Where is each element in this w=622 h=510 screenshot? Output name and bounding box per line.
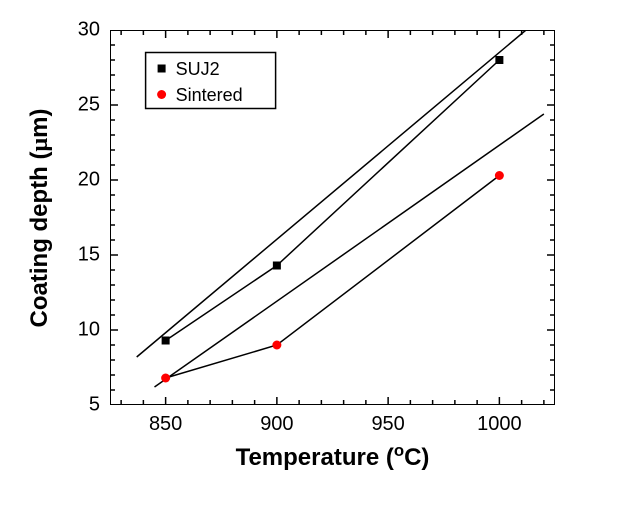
x-tick-label: 1000 (477, 413, 522, 436)
legend-label: Sintered (176, 85, 243, 106)
y-tick-label: 20 (78, 169, 100, 192)
legend-label: SUJ2 (176, 59, 220, 80)
x-tick-label: 900 (260, 413, 293, 436)
x-tick-label: 850 (149, 413, 182, 436)
y-tick-label: 15 (78, 244, 100, 267)
y-tick-label: 25 (78, 94, 100, 117)
y-axis-title: Coating depth (μm) (26, 108, 54, 327)
y-tick-label: 30 (78, 19, 100, 42)
chart-container: Temperature (oC) Coating depth (μm) 850 9… (0, 0, 622, 510)
y-tick-label: 10 (78, 319, 100, 342)
x-axis-title: Temperature (oC) (236, 441, 430, 472)
y-tick-label: 5 (89, 394, 100, 417)
x-tick-label: 950 (371, 413, 404, 436)
